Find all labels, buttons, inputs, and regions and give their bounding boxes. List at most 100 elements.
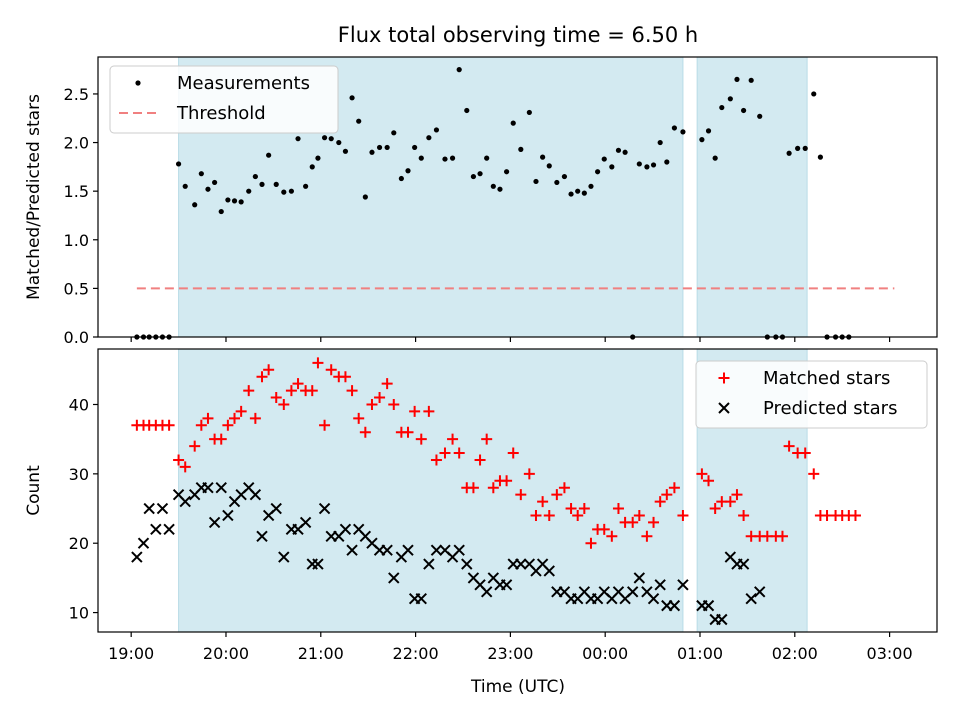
- matched-star-point: [353, 412, 365, 424]
- measurement-point: [546, 163, 552, 169]
- measurement-point: [231, 198, 238, 204]
- matched-star-point: [346, 385, 358, 397]
- measurement-point: [412, 144, 418, 151]
- matched-star-point: [423, 405, 435, 417]
- matched-star-point: [799, 447, 811, 459]
- measurement-point: [464, 107, 470, 114]
- measurement-point: [636, 161, 642, 167]
- measurement-point: [356, 118, 362, 124]
- matched-star-point: [537, 496, 549, 508]
- predicted-star-point: [131, 551, 143, 563]
- measurement-point: [811, 91, 817, 97]
- matched-star-point: [215, 433, 227, 445]
- measurement-point: [442, 156, 448, 162]
- matched-star-point: [388, 398, 400, 410]
- measurement-point: [581, 190, 587, 196]
- y-tick-label: 1.0: [64, 231, 89, 250]
- predicted-star-point: [143, 502, 155, 515]
- matched-star-point: [319, 419, 331, 431]
- measurement-point: [817, 154, 823, 160]
- measurement-point: [433, 127, 440, 133]
- measurement-point: [192, 202, 198, 208]
- predicted-star-point: [626, 586, 639, 598]
- measurement-point: [727, 96, 733, 102]
- matched-star-point: [578, 503, 590, 515]
- measurement-point: [526, 109, 532, 116]
- matched-star-point: [339, 371, 351, 383]
- matched-star-point: [530, 509, 542, 521]
- measurement-point: [622, 149, 628, 155]
- predicted-star-point: [137, 537, 150, 549]
- matched-star-point: [439, 447, 451, 459]
- measurement-point: [664, 159, 670, 165]
- legend-box: [109, 65, 339, 134]
- measurement-point: [615, 147, 622, 153]
- matched-star-point: [270, 392, 282, 404]
- measurement-point: [795, 145, 801, 151]
- measurement-point: [376, 144, 383, 151]
- predicted-star-point: [150, 523, 162, 536]
- measurement-point: [533, 178, 539, 185]
- predicted-star-point: [668, 599, 681, 612]
- measurement-point: [802, 145, 808, 151]
- predicted-star-point: [381, 544, 393, 556]
- measurement-point: [175, 161, 182, 167]
- matched-star-point: [487, 482, 499, 494]
- matched-star-point: [612, 503, 624, 515]
- y-tick-label: 2.0: [64, 134, 89, 153]
- matched-star-point: [447, 433, 459, 445]
- measurement-point: [205, 186, 211, 192]
- matched-star-point: [235, 405, 247, 417]
- matched-star-point: [374, 392, 386, 404]
- predicted-star-point: [215, 482, 227, 494]
- measurement-point: [497, 186, 503, 192]
- predicted-star-point: [415, 592, 427, 605]
- matched-star-point: [731, 489, 743, 501]
- y-tick-label: 30: [69, 465, 89, 484]
- measurement-point: [741, 107, 747, 114]
- matched-star-point: [633, 509, 645, 521]
- matched-star-point: [523, 468, 535, 480]
- measurement-point: [712, 155, 718, 161]
- predicted-star-point: [339, 523, 352, 536]
- matched-star-point: [467, 482, 479, 494]
- measurement-point: [657, 139, 663, 146]
- matched-star-point: [677, 509, 689, 521]
- legend-top: Measurements Threshold: [109, 65, 339, 134]
- matched-star-point: [359, 426, 371, 438]
- measurement-point: [225, 197, 231, 203]
- measurement-point: [484, 155, 490, 161]
- predicted-star-point: [500, 579, 513, 591]
- predicted-star-point: [312, 558, 324, 570]
- measurement-point: [328, 136, 334, 142]
- measurement-point: [609, 164, 615, 170]
- predicted-star-point: [745, 592, 757, 605]
- matched-star-point: [481, 433, 493, 445]
- matched-star-point: [189, 440, 201, 452]
- measurement-point: [518, 146, 524, 152]
- predicted-star-point: [654, 579, 666, 591]
- matched-star-point: [415, 433, 427, 445]
- measurement-point: [554, 179, 560, 186]
- measurement-point: [595, 169, 601, 175]
- matched-star-point: [808, 468, 820, 480]
- measurement-point: [259, 181, 265, 187]
- matched-star-point: [565, 503, 577, 515]
- matched-star-point: [849, 509, 861, 521]
- predicted-star-point: [163, 523, 175, 536]
- matched-star-point: [195, 419, 207, 431]
- matched-star-point: [501, 475, 513, 487]
- predicted-star-point: [278, 551, 290, 563]
- y-tick-label: 0.0: [64, 328, 89, 347]
- measurement-point: [238, 199, 244, 205]
- measurement-point: [384, 144, 390, 151]
- predicted-star-point: [702, 599, 715, 612]
- x-tick-label: 22:00: [393, 644, 439, 663]
- predicted-star-point: [318, 502, 331, 515]
- measurement-point: [342, 148, 349, 154]
- predicted-star-point: [402, 544, 414, 556]
- y-tick-label: 2.5: [64, 85, 89, 104]
- matched-star-point: [654, 496, 666, 508]
- matched-star-point: [641, 530, 653, 542]
